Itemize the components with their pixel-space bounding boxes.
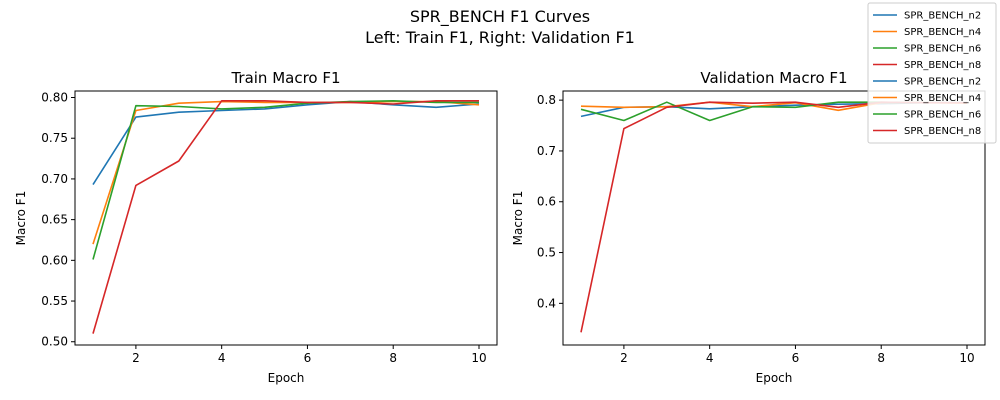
legend-label: SPR_BENCH_n8 — [904, 60, 981, 71]
train-y-tick-label: 0.80 — [41, 91, 68, 105]
legend-box — [867, 2, 997, 144]
legend-item: SPR_BENCH_n6 — [873, 110, 981, 121]
train-y-tick-label: 0.65 — [41, 213, 68, 227]
legend-item: SPR_BENCH_n6 — [873, 44, 981, 55]
train-y-tick-label: 0.70 — [41, 172, 68, 186]
train-series-line-spr-bench-n4 — [92, 100, 480, 245]
train-y-tick-label: 0.75 — [41, 131, 68, 145]
validation-y-tick-label: 0.6 — [537, 195, 556, 209]
legend-label: SPR_BENCH_n4 — [904, 93, 981, 104]
train-x-axis-label: Epoch — [268, 371, 305, 385]
train-y-tick-label: 0.50 — [41, 335, 68, 349]
validation-x-tick-label: 8 — [877, 351, 885, 365]
validation-x-tick-label: 4 — [706, 351, 714, 365]
figure-title: SPR_BENCH F1 Curves — [410, 7, 590, 27]
validation-axes-frame — [562, 90, 986, 346]
legend-label: SPR_BENCH_n8 — [904, 126, 981, 137]
legend-label: SPR_BENCH_n6 — [904, 110, 981, 121]
train-x-tick-label: 10 — [471, 351, 486, 365]
legend-item: SPR_BENCH_n2 — [873, 11, 981, 22]
train-x-tick-label: 2 — [132, 351, 140, 365]
train-x-tick-label: 6 — [304, 351, 312, 365]
train-x-tick-label: 4 — [218, 351, 226, 365]
train-y-tick-label: 0.55 — [41, 294, 68, 308]
train-plot-title: Train Macro F1 — [230, 69, 340, 87]
legend-item: SPR_BENCH_n4 — [873, 93, 981, 104]
validation-y-tick-label: 0.5 — [537, 246, 556, 260]
validation-f1-plot: Validation Macro F1 Epoch Macro F1 2 4 6 8 1… — [511, 69, 986, 385]
train-series-line-spr-bench-n2 — [92, 100, 480, 186]
train-axes-frame — [74, 90, 498, 346]
train-y-axis-label: Macro F1 — [14, 191, 28, 246]
legend: SPR_BENCH_n2 SPR_BENCH_n4 SPR_BENCH_n6 SPR_… — [867, 2, 997, 144]
validation-plot-title: Validation Macro F1 — [700, 69, 847, 87]
validation-y-tick-label: 0.8 — [537, 93, 556, 107]
train-f1-plot: Train Macro F1 Epoch Macro F1 2 4 6 8 10 0.50… — [14, 69, 498, 385]
validation-x-axis-label: Epoch — [756, 371, 793, 385]
legend-label: SPR_BENCH_n6 — [904, 44, 981, 55]
legend-item: SPR_BENCH_n8 — [873, 60, 981, 71]
legend-item: SPR_BENCH_n4 — [873, 27, 981, 38]
train-series-line-spr-bench-n6 — [92, 100, 479, 260]
figure-subtitle: Left: Train F1, Right: Validation F1 — [365, 28, 635, 47]
legend-item: SPR_BENCH_n2 — [873, 77, 981, 88]
validation-x-tick-label: 10 — [959, 351, 974, 365]
validation-x-tick-label: 6 — [792, 351, 800, 365]
validation-y-axis-label: Macro F1 — [511, 191, 525, 246]
validation-y-tick-label: 0.7 — [537, 144, 556, 158]
train-series-line-spr-bench-n8 — [92, 100, 479, 334]
legend-item: SPR_BENCH_n8 — [873, 126, 981, 137]
validation-y-tick-label: 0.4 — [537, 296, 556, 310]
legend-label: SPR_BENCH_n4 — [904, 27, 981, 38]
validation-x-tick-label: 2 — [620, 351, 628, 365]
legend-label: SPR_BENCH_n2 — [904, 77, 981, 88]
legend-label: SPR_BENCH_n2 — [904, 11, 981, 22]
train-x-tick-label: 8 — [389, 351, 397, 365]
train-y-tick-label: 0.60 — [41, 253, 68, 267]
